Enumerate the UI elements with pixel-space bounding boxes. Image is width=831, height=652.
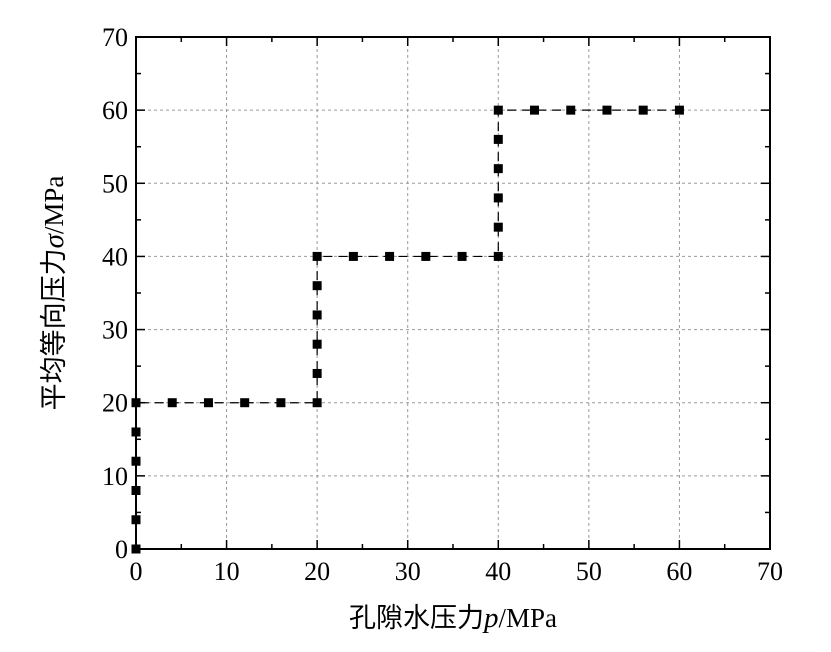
data-point-9 (240, 398, 250, 408)
y-axis-label: 平均等向压力σ/MPa (38, 176, 70, 411)
data-point-20 (457, 251, 467, 261)
x-tick-label-20: 20 (304, 557, 330, 586)
data-point-19 (421, 251, 431, 261)
y-axis-label-unit: /MPa (39, 176, 69, 235)
data-point-13 (312, 339, 322, 349)
axis-ticks (135, 36, 771, 550)
x-axis-label-prefix: 孔隙水压力 (349, 603, 484, 634)
data-point-8 (203, 398, 213, 408)
data-point-25 (493, 134, 503, 144)
plot-frame (135, 36, 771, 550)
x-tick-label-0: 0 (130, 557, 143, 586)
data-point-14 (312, 310, 322, 320)
data-point-16 (312, 251, 322, 261)
y-tick-label-50: 50 (102, 169, 128, 198)
data-point-29 (602, 105, 612, 115)
data-point-15 (312, 281, 322, 291)
data-point-31 (674, 105, 684, 115)
y-tick-label-70: 70 (102, 23, 128, 52)
x-axis-label-unit: /MPa (498, 603, 557, 633)
x-axis-label: 孔隙水压力p/MPa (349, 602, 557, 634)
y-tick-label-10: 10 (102, 462, 128, 491)
data-point-18 (385, 251, 395, 261)
x-tick-label-30: 30 (395, 557, 421, 586)
series-1 (131, 105, 684, 554)
y-tick-label-0: 0 (115, 535, 128, 564)
x-tick-label-50: 50 (576, 557, 602, 586)
data-point-28 (566, 105, 576, 115)
data-point-23 (493, 193, 503, 203)
y-tick-label-20: 20 (102, 389, 128, 418)
y-tick-label-40: 40 (102, 242, 128, 271)
x-axis-label-symbol: p (482, 602, 499, 634)
grid (136, 37, 770, 549)
x-tick-label-40: 40 (485, 557, 511, 586)
data-point-17 (348, 251, 358, 261)
data-point-26 (493, 105, 503, 115)
data-point-30 (638, 105, 648, 115)
data-point-10 (276, 398, 286, 408)
data-point-12 (312, 368, 322, 378)
y-tick-label-30: 30 (102, 316, 128, 345)
y-axis-label-prefix: 平均等向压力 (39, 248, 70, 410)
y-axis-label-symbol: σ (38, 232, 70, 248)
data-point-21 (493, 251, 503, 261)
x-tick-label-70: 70 (757, 557, 783, 586)
x-tick-label-60: 60 (666, 557, 692, 586)
data-point-7 (167, 398, 177, 408)
x-tick-label-10: 10 (214, 557, 240, 586)
data-point-11 (312, 398, 322, 408)
data-point-22 (493, 222, 503, 232)
data-point-24 (493, 164, 503, 174)
data-point-27 (530, 105, 540, 115)
y-tick-label-60: 60 (102, 96, 128, 125)
